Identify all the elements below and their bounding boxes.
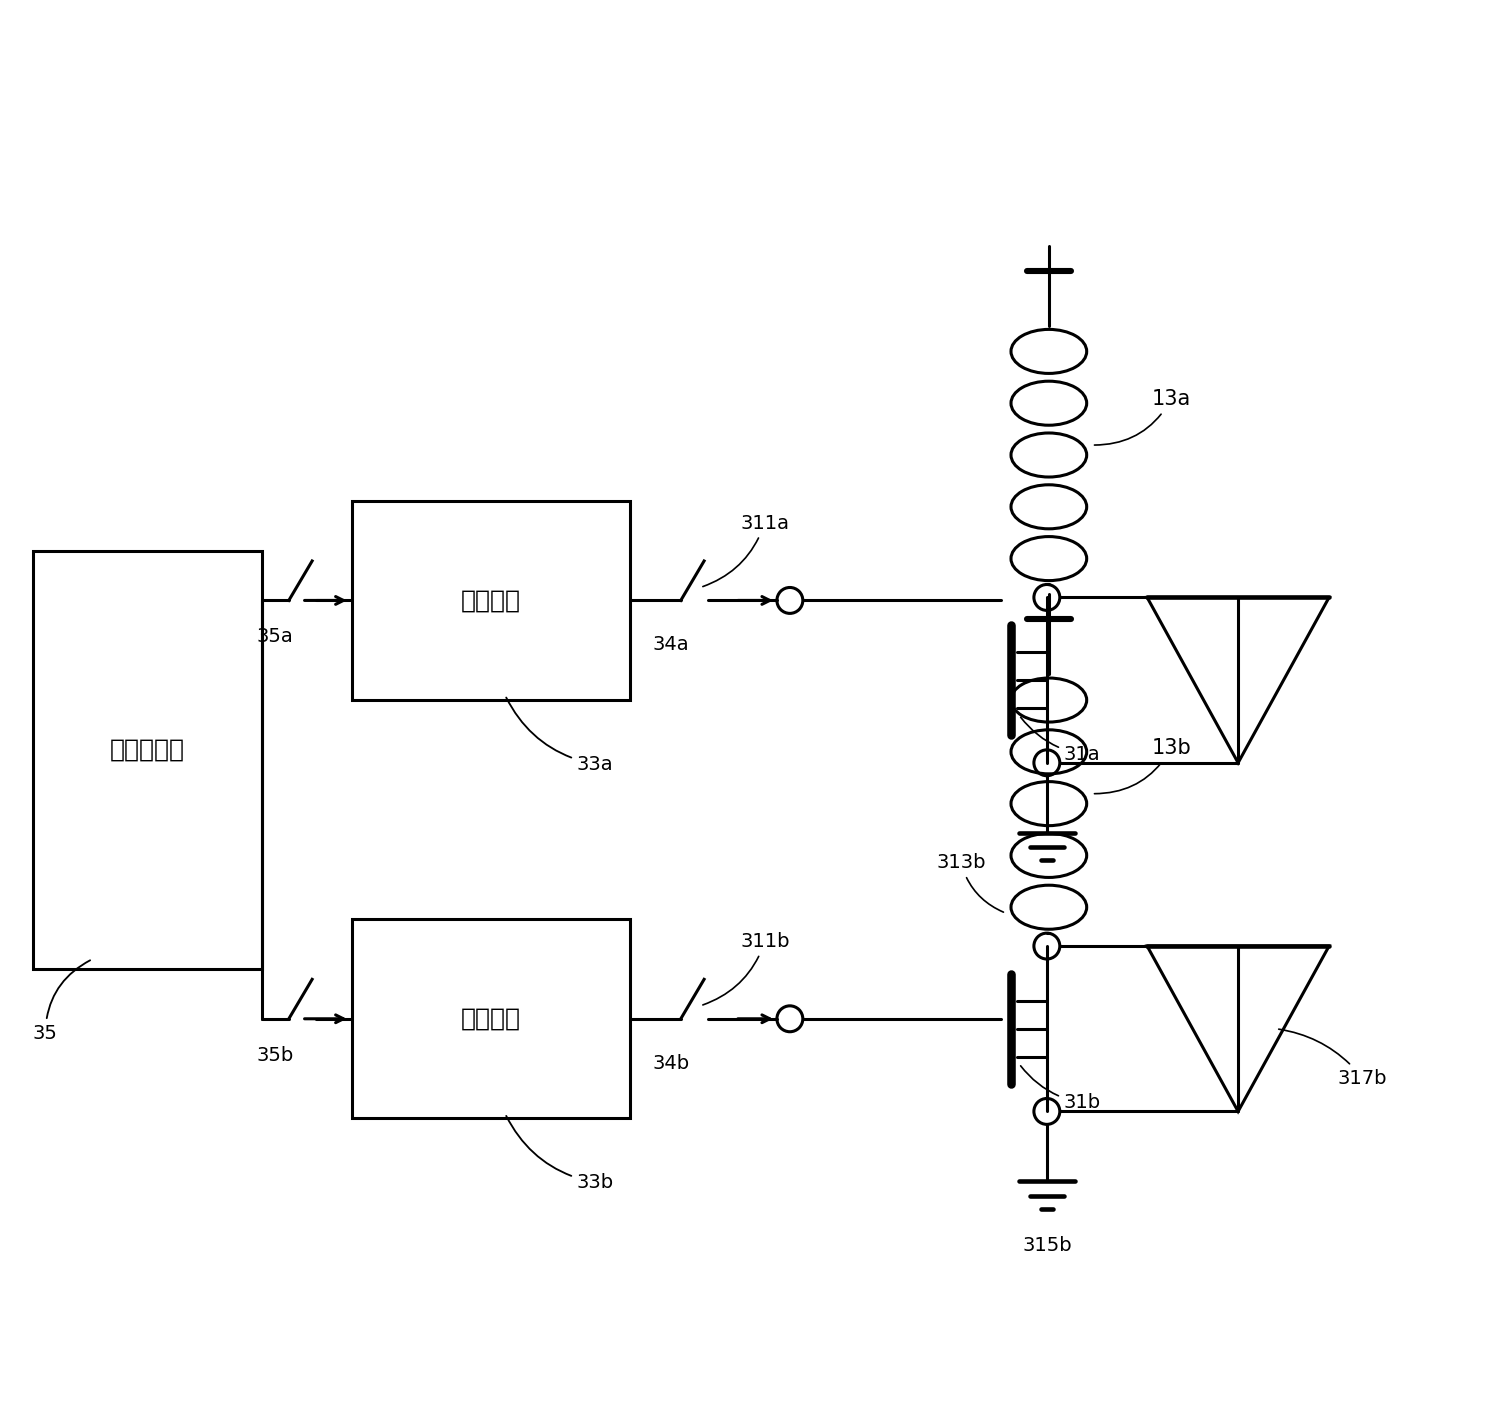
- Text: 35b: 35b: [257, 1045, 294, 1065]
- Text: 311a: 311a: [702, 514, 790, 586]
- Text: 35a: 35a: [257, 628, 294, 646]
- Bar: [352, 919, 631, 1119]
- Text: 313b: 313b: [936, 853, 1004, 912]
- Bar: [352, 501, 631, 700]
- Text: 13a: 13a: [1095, 389, 1191, 444]
- Text: 34b: 34b: [652, 1054, 690, 1072]
- Text: 35: 35: [33, 960, 91, 1042]
- Text: 31a: 31a: [1021, 717, 1101, 764]
- Text: 315b: 315b: [1022, 1235, 1072, 1255]
- Bar: [33, 551, 261, 968]
- Text: 31b: 31b: [1021, 1066, 1101, 1112]
- Text: 311b: 311b: [702, 932, 790, 1005]
- Text: 33a: 33a: [506, 697, 613, 774]
- Text: 驱动电路: 驱动电路: [461, 1007, 521, 1031]
- Text: 317b: 317b: [1279, 1030, 1388, 1088]
- Text: 34a: 34a: [652, 635, 689, 655]
- Text: 驱动电路: 驱动电路: [461, 588, 521, 612]
- Text: 13b: 13b: [1095, 738, 1191, 794]
- Text: 33b: 33b: [506, 1116, 615, 1193]
- Text: 转动侦测器: 转动侦测器: [110, 738, 184, 763]
